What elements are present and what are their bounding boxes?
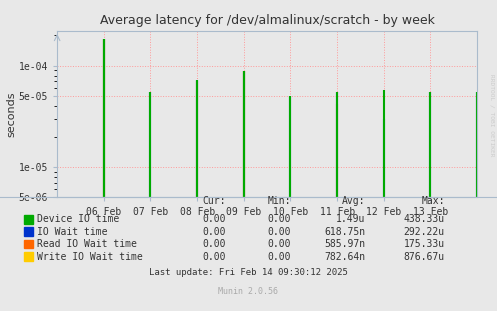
Y-axis label: seconds: seconds xyxy=(6,91,16,137)
Text: 438.33u: 438.33u xyxy=(404,214,445,224)
Text: 0.00: 0.00 xyxy=(203,227,226,237)
Text: 292.22u: 292.22u xyxy=(404,227,445,237)
Text: Write IO Wait time: Write IO Wait time xyxy=(37,252,143,262)
Text: RRDTOOL / TOBI OETIKER: RRDTOOL / TOBI OETIKER xyxy=(490,74,495,156)
Text: 0.00: 0.00 xyxy=(203,239,226,249)
Text: Read IO Wait time: Read IO Wait time xyxy=(37,239,137,249)
Text: 1.49u: 1.49u xyxy=(336,214,365,224)
Text: Device IO time: Device IO time xyxy=(37,214,119,224)
Text: Munin 2.0.56: Munin 2.0.56 xyxy=(219,287,278,296)
Text: Last update: Fri Feb 14 09:30:12 2025: Last update: Fri Feb 14 09:30:12 2025 xyxy=(149,268,348,277)
Text: 0.00: 0.00 xyxy=(267,214,291,224)
Text: 0.00: 0.00 xyxy=(203,214,226,224)
Text: Min:: Min: xyxy=(267,196,291,206)
Text: 618.75n: 618.75n xyxy=(324,227,365,237)
Text: Cur:: Cur: xyxy=(203,196,226,206)
Text: 782.64n: 782.64n xyxy=(324,252,365,262)
Text: 585.97n: 585.97n xyxy=(324,239,365,249)
Text: 0.00: 0.00 xyxy=(267,239,291,249)
Text: 175.33u: 175.33u xyxy=(404,239,445,249)
Title: Average latency for /dev/almalinux/scratch - by week: Average latency for /dev/almalinux/scrat… xyxy=(100,14,434,27)
Text: Max:: Max: xyxy=(421,196,445,206)
Text: 0.00: 0.00 xyxy=(203,252,226,262)
Text: 0.00: 0.00 xyxy=(267,252,291,262)
Text: 876.67u: 876.67u xyxy=(404,252,445,262)
Text: Avg:: Avg: xyxy=(342,196,365,206)
Text: IO Wait time: IO Wait time xyxy=(37,227,107,237)
Text: 0.00: 0.00 xyxy=(267,227,291,237)
